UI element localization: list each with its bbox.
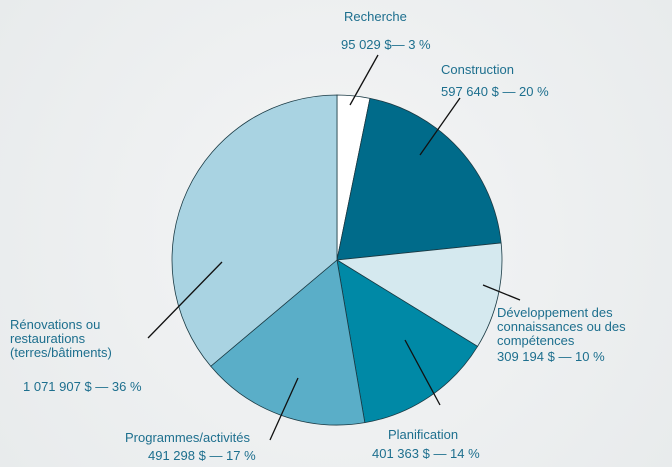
slice-label: Développement des connaissances ou des c…	[497, 305, 626, 348]
slice-label: Rénovations ou restaurations (terres/bât…	[10, 317, 112, 360]
value-label: 491 298 $ — 17 %	[148, 448, 256, 463]
slice-label: Recherche	[344, 9, 407, 24]
slice-label: Construction	[441, 62, 514, 77]
leader-line	[269, 377, 299, 441]
leader-line	[147, 261, 223, 339]
value-label: 95 029 $— 3 %	[341, 37, 431, 52]
pie-slice	[171, 94, 338, 367]
leader-line	[419, 97, 461, 156]
pie-slice	[336, 259, 479, 424]
value-label: 309 194 $ — 10 %	[497, 349, 605, 364]
leader-line	[482, 284, 521, 301]
pie-slice	[335, 242, 503, 347]
slice-label: Programmes/activités	[125, 430, 250, 445]
pie-slice	[210, 259, 366, 426]
pie-slice	[336, 97, 502, 261]
value-label: 401 363 $ — 14 %	[372, 446, 480, 461]
slice-label: Planification	[388, 427, 459, 442]
leader-line	[349, 54, 379, 106]
leader-line	[404, 339, 441, 406]
value-label: 597 640 $ — 20 %	[441, 84, 549, 99]
value-label: 1 071 907 $ — 36 %	[23, 379, 142, 394]
